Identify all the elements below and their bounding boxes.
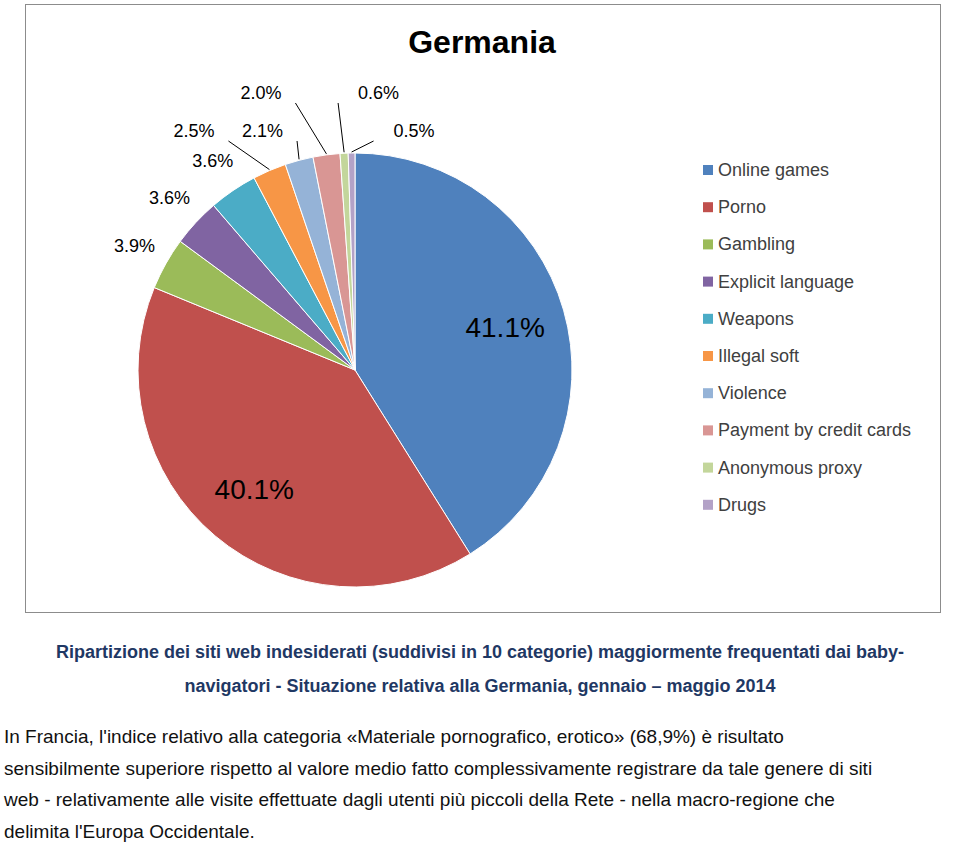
legend-swatch	[703, 425, 713, 435]
chart-title: Germania	[408, 24, 556, 60]
legend: Online games Porno Gambling Explicit langua…	[703, 160, 911, 515]
pie-slice	[313, 154, 355, 370]
legend-label: Illegal soft	[718, 346, 799, 366]
legend-label: Online games	[718, 160, 829, 180]
legend-label: Violence	[718, 383, 787, 403]
legend-label: Gambling	[718, 234, 795, 254]
paragraph-line: web - relativamente alle visite effettua…	[3, 789, 835, 810]
caption-line: navigatori - Situazione relativa alla Ge…	[184, 676, 775, 696]
leader-line	[228, 141, 269, 170]
paragraph-line: In Francia, l'indice relativo alla categ…	[4, 726, 784, 747]
caption-line: Ripartizione dei siti web indesiderati (…	[56, 642, 904, 662]
legend-swatch	[703, 463, 713, 473]
paragraph-line: sensibilmente superiore rispetto al valo…	[4, 758, 872, 779]
leader-line	[352, 141, 374, 152]
leader-line	[297, 141, 299, 159]
data-label: 40.1%	[215, 474, 294, 505]
data-label: 41.1%	[465, 312, 544, 343]
legend-swatch	[703, 165, 713, 175]
chart-frame	[26, 5, 941, 613]
leader-line	[338, 103, 344, 152]
legend-label: Payment by credit cards	[718, 420, 911, 440]
leader-line	[295, 103, 326, 154]
data-label: 0.5%	[394, 121, 435, 141]
legend-label: Anonymous proxy	[718, 458, 862, 478]
data-labels: 41.1% 40.1% 3.9% 3.6%3.6% 2.5% 2.1% 2.0% 0.6% 0.…	[114, 83, 545, 505]
data-label: 2.1%	[242, 121, 283, 141]
data-label: 2.0%	[240, 83, 281, 103]
pie-slice	[348, 153, 355, 370]
pie-slice	[340, 153, 355, 370]
data-label: 0.6%	[358, 83, 399, 103]
data-label: 3.9%	[114, 236, 155, 256]
legend-swatch	[703, 388, 713, 398]
legend-swatch	[703, 314, 713, 324]
legend-swatch	[703, 500, 713, 510]
legend-label: Explicit language	[718, 272, 854, 292]
legend-label: Weapons	[718, 309, 794, 329]
legend-swatch	[703, 239, 713, 249]
legend-swatch	[703, 351, 713, 361]
legend-label: Porno	[718, 197, 766, 217]
pie	[138, 153, 572, 587]
data-label: 2.5%	[173, 121, 214, 141]
page: Germania 41.1% 40.1% 3.9% 3.6%3.6% 2.5% 2.1% 2.…	[0, 0, 960, 845]
paragraph-line: delimita l'Europa Occidentale.	[4, 821, 255, 842]
legend-label: Drugs	[718, 495, 766, 515]
legend-swatch	[703, 277, 713, 287]
data-label: 3.6%	[149, 188, 190, 208]
data-label: 3.6%	[192, 151, 233, 171]
legend-swatch	[703, 202, 713, 212]
